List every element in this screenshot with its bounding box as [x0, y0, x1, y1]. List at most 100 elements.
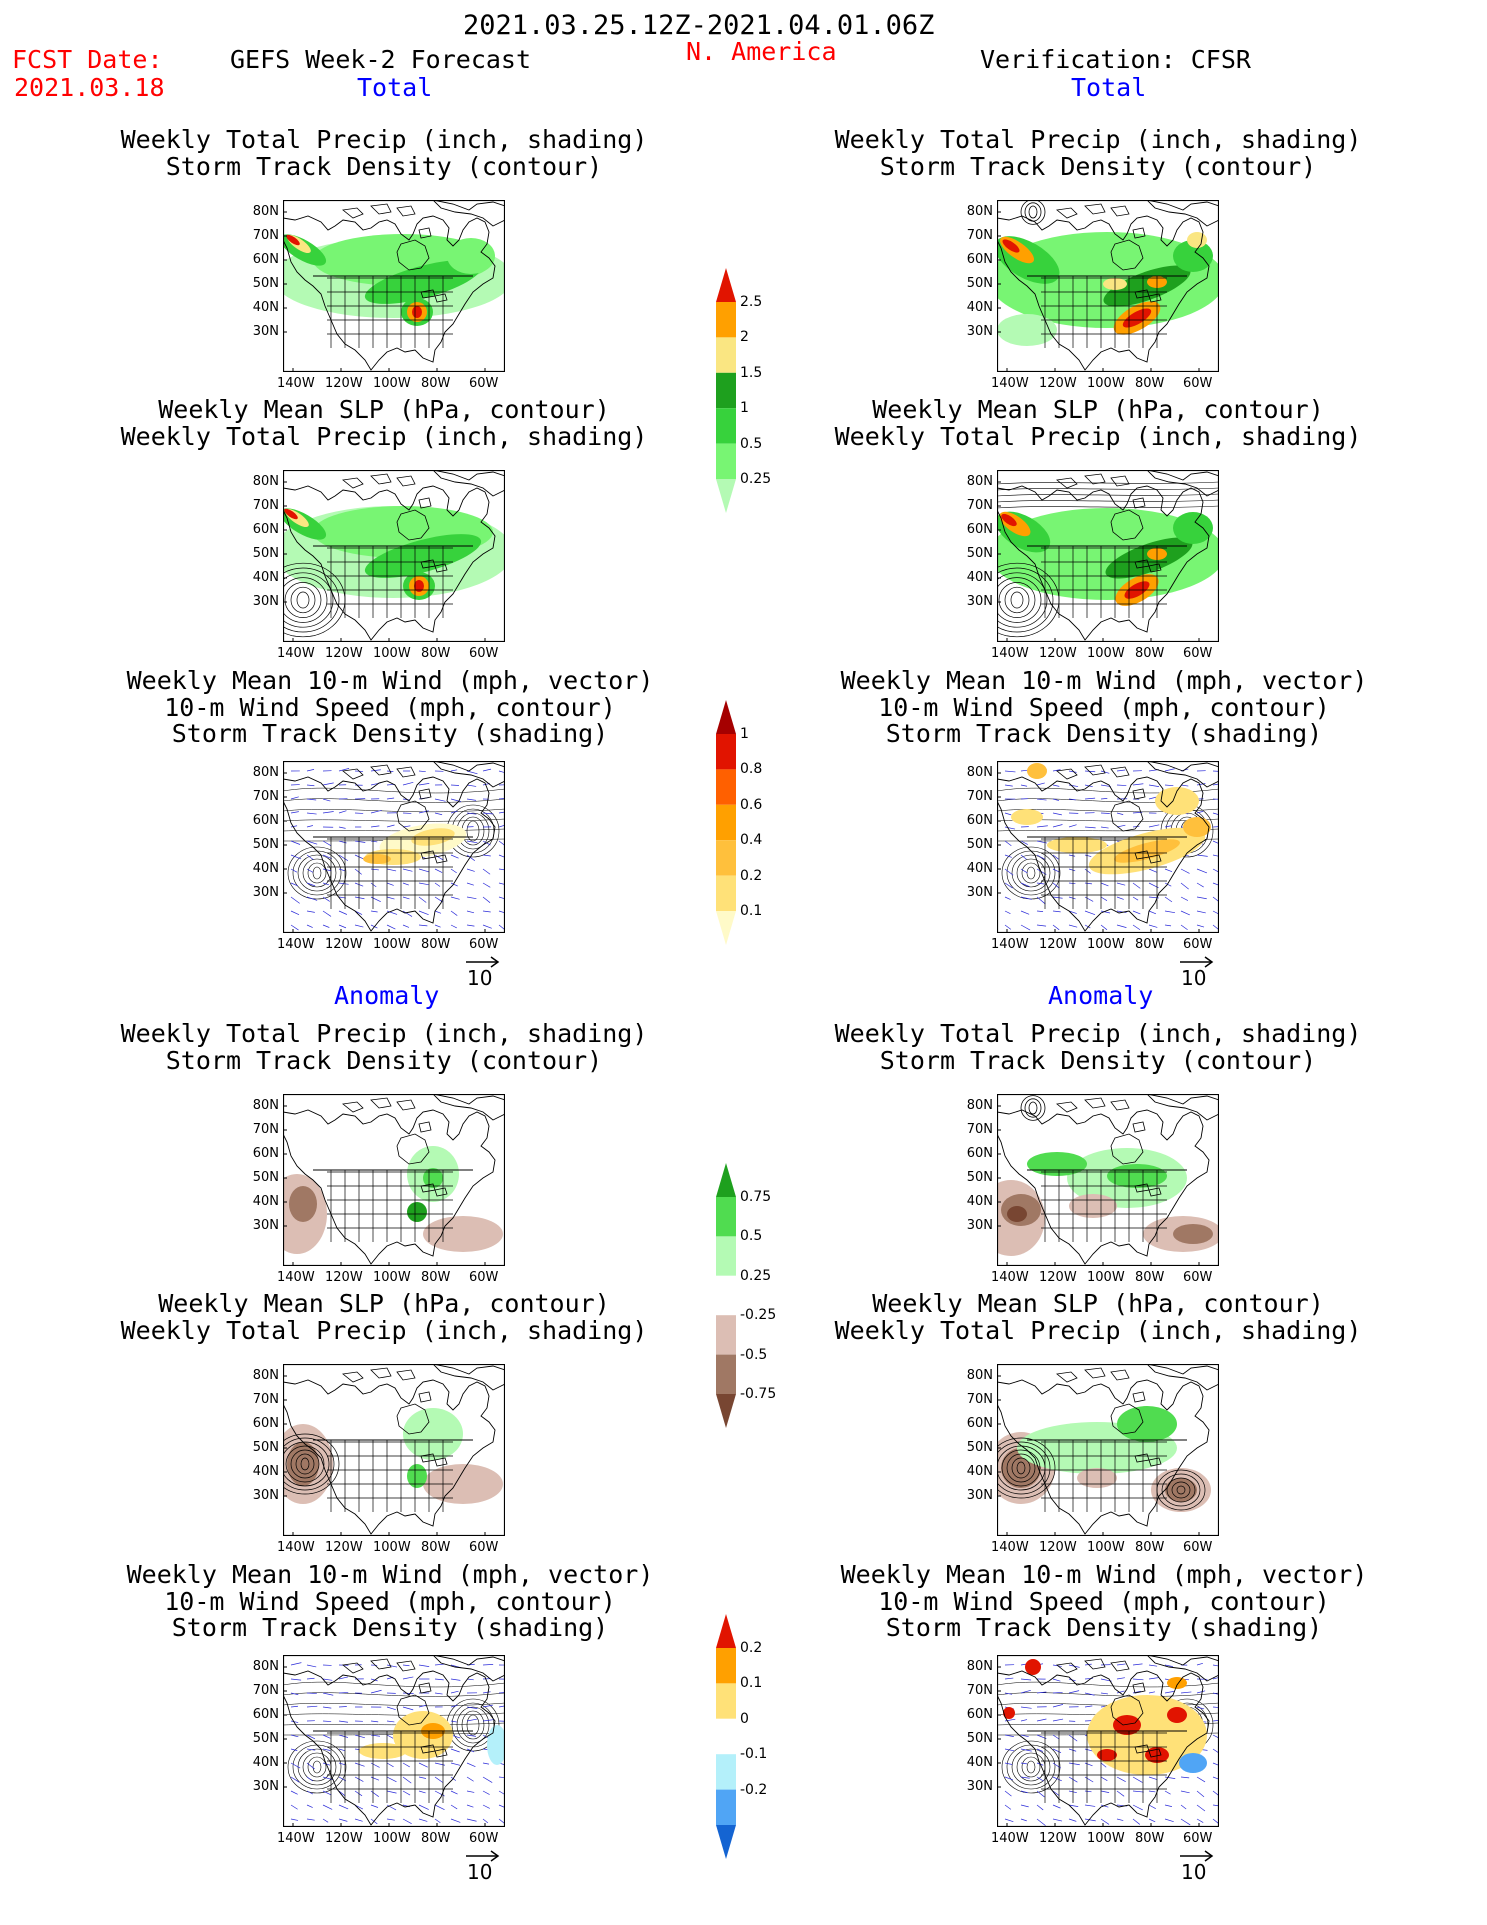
lat-tick-label: 80N: [966, 1368, 993, 1383]
lat-tick-label: 80N: [966, 474, 993, 489]
lat-tick-label: 70N: [966, 789, 993, 804]
lon-tick-label: 120W: [325, 1540, 363, 1555]
map-field-layer: [997, 470, 1219, 642]
coastline-layer: [997, 1364, 1219, 1535]
map-field-layer: [283, 1655, 505, 1827]
lon-tick-label: 120W: [1039, 937, 1077, 952]
lon-tick-label: 100W: [1087, 646, 1125, 661]
colorbar-tick-label: 0.1: [740, 903, 763, 919]
lat-tick-label: 60N: [252, 522, 279, 537]
lat-tick-label: 80N: [252, 474, 279, 489]
lat-tick-label: 60N: [966, 252, 993, 267]
lon-tick-label: 60W: [469, 646, 499, 661]
lon-tick-label: 140W: [991, 376, 1029, 391]
lon-tick-label: 140W: [277, 937, 315, 952]
lat-tick-label: 50N: [252, 1440, 279, 1455]
lon-tick-label: 80W: [421, 376, 451, 391]
lon-tick-label: 60W: [1183, 1270, 1213, 1285]
lat-tick-label: 30N: [966, 1488, 993, 1503]
lat-tick-label: 40N: [252, 861, 279, 876]
lat-tick-label: 60N: [966, 522, 993, 537]
colorbar-tick-label: -0.25: [740, 1307, 777, 1324]
lon-tick-label: 140W: [991, 1540, 1029, 1555]
colorbar-precip-anom: 0.75 0.5 0.25 -0.25 -0.5 -0.75: [716, 1163, 776, 1462]
coastline-layer: [283, 1655, 505, 1826]
colorbar-tick-label: 2: [740, 329, 749, 346]
map-slp-precip-fcst-total: 80N 70N 60N 50N 40N 30N 140W 120W 100W 80W 60W: [253, 470, 505, 661]
map-field-layer: [283, 1094, 505, 1266]
lon-tick-label: 60W: [469, 937, 499, 952]
fcst-date-value: 2021.03.18: [14, 73, 165, 102]
lat-tick-label: 40N: [252, 1464, 279, 1479]
colorbar-precip-total: 2.5 2 1.5 1 0.5 0.25: [716, 268, 771, 547]
title-wind-track-obs-total: Weekly Mean 10-m Wind (mph, vector) 10-m…: [840, 666, 1368, 748]
map-field-layer: [283, 200, 505, 372]
lat-tick-label: 50N: [252, 1731, 279, 1746]
lat-tick-label: 80N: [252, 204, 279, 219]
fcst-date-label: FCST Date:: [12, 45, 163, 74]
lat-tick-label: 50N: [966, 837, 993, 852]
coastline-layer: [997, 470, 1219, 641]
lat-tick-label: 40N: [966, 1194, 993, 1209]
lon-tick-label: 80W: [1135, 937, 1165, 952]
colorbar-tick-label: 1: [740, 400, 749, 417]
lat-tick-label: 30N: [966, 885, 993, 900]
title-wind-track-fcst-total: Weekly Mean 10-m Wind (mph, vector) 10-m…: [126, 666, 654, 748]
lat-tick-label: 50N: [966, 1170, 993, 1185]
map-slp-precip-fcst-anom: 80N 70N 60N 50N 40N 30N 140W 120W 100W 80W 60W: [253, 1364, 505, 1555]
colorbar-tick-label: 0.1: [740, 1675, 763, 1692]
colorbar-tick-label: 0.75: [740, 1189, 772, 1205]
title-slp-precip-fcst-anom: Weekly Mean SLP (hPa, contour) Weekly To…: [120, 1289, 648, 1345]
coastline-layer: [997, 761, 1219, 932]
lon-tick-label: 140W: [277, 376, 315, 391]
lon-tick-label: 120W: [1039, 1270, 1077, 1285]
map-wind-track-fcst-total: 80N 70N 60N 50N 40N 30N 140W 120W 100W 80W 60W: [253, 761, 505, 952]
vector-reference-obs-anom: 10: [1179, 1850, 1215, 1884]
lon-tick-label: 100W: [1087, 1270, 1125, 1285]
lat-tick-label: 60N: [252, 813, 279, 828]
section-anomaly-right: Anomaly: [1048, 981, 1154, 1010]
coastline-layer: [283, 470, 505, 641]
map-wind-track-obs-total: 80N 70N 60N 50N 40N 30N 140W 120W 100W 80W 60W: [967, 761, 1219, 952]
title-wind-track-obs-anom: Weekly Mean 10-m Wind (mph, vector) 10-m…: [840, 1560, 1368, 1642]
verification-title: Verification: CFSR: [980, 45, 1251, 74]
map-wind-track-obs-anom: 80N 70N 60N 50N 40N 30N 140W 120W 100W 80W 60W: [967, 1655, 1219, 1846]
lon-tick-label: 60W: [469, 1540, 499, 1555]
lon-tick-label: 140W: [277, 646, 315, 661]
colorbar-tick-label: 0: [740, 1710, 749, 1727]
lat-tick-label: 40N: [966, 570, 993, 585]
coastline-layer: [997, 1655, 1219, 1826]
lon-tick-label: 80W: [1135, 646, 1165, 661]
lon-tick-label: 120W: [325, 646, 363, 661]
colorbar-tick-label: -0.75: [740, 1386, 777, 1402]
lon-tick-label: 120W: [325, 1831, 363, 1846]
lat-tick-label: 30N: [966, 594, 993, 609]
lon-tick-label: 80W: [421, 1270, 451, 1285]
lon-tick-label: 60W: [469, 1270, 499, 1285]
map-field-layer: [997, 200, 1219, 372]
lat-tick-label: 30N: [252, 324, 279, 339]
lon-tick-label: 100W: [1087, 376, 1125, 391]
vector-reference-fcst-anom: 10: [465, 1850, 501, 1884]
colorbar-tick-label: 0.6: [740, 796, 763, 813]
colorbar-tick-label: 0.2: [740, 867, 763, 884]
coastline-layer: [283, 1364, 505, 1535]
map-field-layer: [997, 1094, 1219, 1266]
lat-tick-label: 70N: [966, 1122, 993, 1137]
lon-tick-label: 80W: [1135, 1540, 1165, 1555]
lon-tick-label: 80W: [1135, 1270, 1165, 1285]
lon-tick-label: 120W: [1039, 376, 1077, 391]
title-precip-track-obs-anom: Weekly Total Precip (inch, shading) Stor…: [834, 1019, 1362, 1075]
colorbar-tick-label: 0.5: [740, 1228, 763, 1245]
lat-tick-label: 60N: [252, 1707, 279, 1722]
lat-tick-label: 40N: [252, 1755, 279, 1770]
title-wind-track-fcst-anom: Weekly Mean 10-m Wind (mph, vector) 10-m…: [126, 1560, 654, 1642]
lat-tick-label: 60N: [966, 813, 993, 828]
lat-tick-label: 70N: [252, 1683, 279, 1698]
lat-tick-label: 40N: [966, 861, 993, 876]
vector-reference-obs-total: 10: [1179, 956, 1215, 990]
colorbar-tick-label: 1.5: [740, 364, 763, 381]
lon-tick-label: 100W: [373, 376, 411, 391]
lat-tick-label: 80N: [966, 204, 993, 219]
map-precip-track-fcst-anom: 80N 70N 60N 50N 40N 30N 140W 120W 100W 80W 60W: [253, 1094, 505, 1285]
